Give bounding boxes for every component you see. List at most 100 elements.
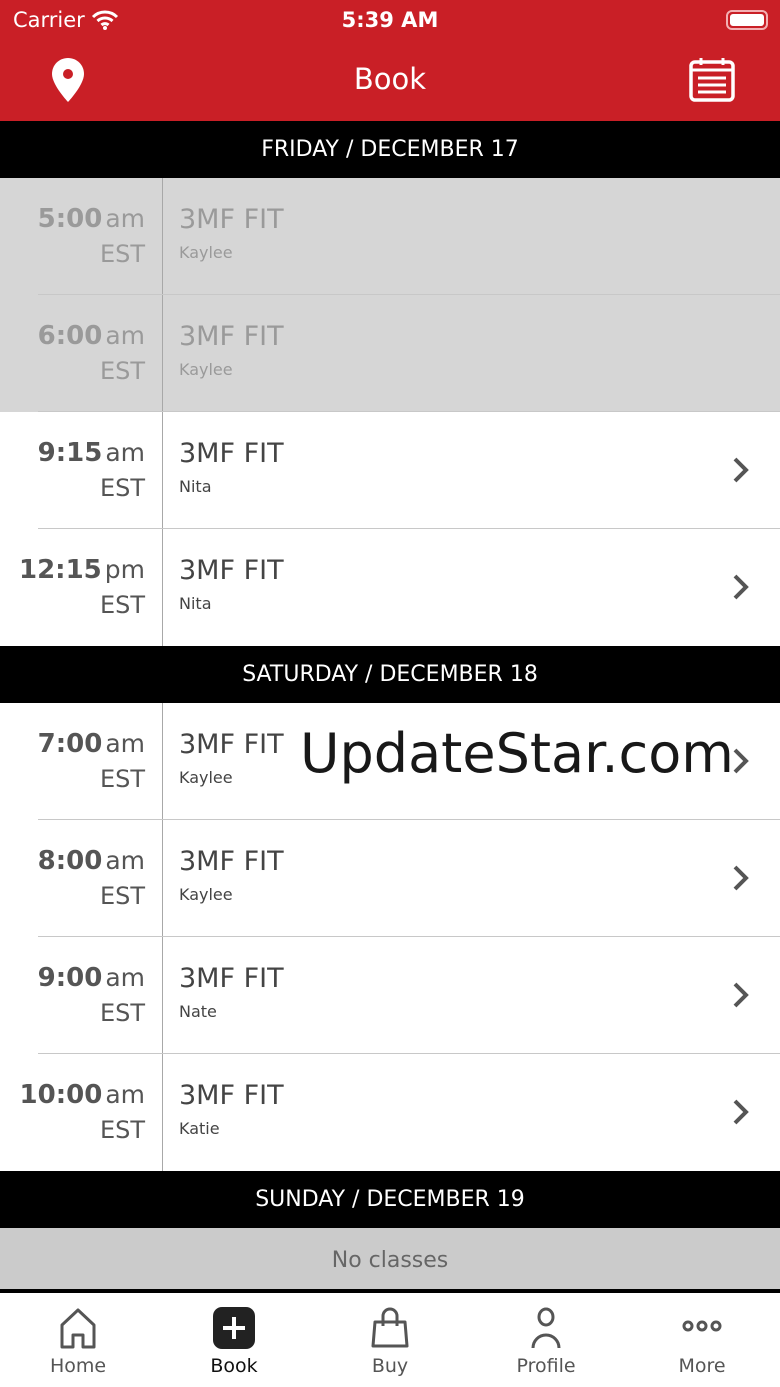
- instructor: Nita: [179, 594, 212, 613]
- class-info: 3MF FIT Kaylee: [163, 820, 780, 937]
- class-time: 9:00 am: [0, 963, 145, 993]
- carrier-label: Carrier: [13, 8, 85, 32]
- class-time: 8:00 am: [0, 846, 145, 876]
- time-column: 10:00 am EST: [0, 1054, 163, 1171]
- class-info: 3MF FIT Nita: [163, 529, 780, 646]
- tab-more[interactable]: More: [624, 1293, 780, 1386]
- time-column: 12:15 pm EST: [0, 529, 163, 646]
- chevron-right-icon: [733, 865, 749, 891]
- class-row[interactable]: 9:15 am EST 3MF FIT Nita: [0, 412, 780, 529]
- instructor: Katie: [179, 1119, 220, 1138]
- row-divider: [38, 411, 780, 412]
- timezone: EST: [99, 999, 145, 1027]
- plus-square-icon: [213, 1307, 255, 1349]
- row-divider: [38, 528, 780, 529]
- time-value: 10:00: [19, 1080, 103, 1110]
- battery-icon: [726, 10, 768, 30]
- time-ampm: am: [105, 321, 145, 350]
- time-ampm: am: [105, 438, 145, 467]
- chevron-right-icon: [733, 457, 749, 483]
- class-info: 3MF FIT Nate: [163, 937, 780, 1054]
- class-row: 6:00 am EST 3MF FIT Kaylee: [0, 295, 780, 412]
- timezone: EST: [99, 882, 145, 910]
- class-row[interactable]: 12:15 pm EST 3MF FIT Nita: [0, 529, 780, 646]
- class-row[interactable]: 8:00 am EST 3MF FIT Kaylee: [0, 820, 780, 937]
- class-time: 6:00 am: [0, 321, 145, 351]
- time-ampm: am: [105, 846, 145, 875]
- class-name: 3MF FIT: [179, 321, 284, 352]
- tab-label: Buy: [371, 1355, 409, 1377]
- day-header: SATURDAY / DECEMBER 18: [0, 646, 780, 703]
- row-divider: [38, 819, 780, 820]
- time-column: 7:00 am EST: [0, 703, 163, 820]
- time-ampm: pm: [104, 555, 145, 584]
- time-value: 9:00: [37, 963, 103, 993]
- timezone: EST: [99, 240, 145, 268]
- timezone: EST: [99, 1116, 145, 1144]
- home-icon: [60, 1308, 96, 1349]
- instructor: Kaylee: [179, 768, 233, 787]
- schedule-list: FRIDAY / DECEMBER 17 5:00 am EST 3MF FIT K…: [0, 121, 780, 1293]
- class-time: 5:00 am: [0, 204, 145, 234]
- class-name: 3MF FIT: [179, 438, 284, 469]
- class-time: 12:15 pm: [0, 555, 145, 585]
- time-column: 9:15 am EST: [0, 412, 163, 529]
- no-classes-message: No classes: [0, 1228, 780, 1293]
- instructor: Kaylee: [179, 243, 233, 262]
- instructor: Nita: [179, 477, 212, 496]
- tab-buy[interactable]: Buy: [312, 1293, 468, 1386]
- tab-label: Profile: [516, 1355, 576, 1377]
- time-value: 6:00: [37, 321, 103, 351]
- class-info: 3MF FIT Nita: [163, 412, 780, 529]
- class-row[interactable]: 9:00 am EST 3MF FIT Nate: [0, 937, 780, 1054]
- instructor: Kaylee: [179, 885, 233, 904]
- row-divider: [38, 936, 780, 937]
- timezone: EST: [99, 474, 145, 502]
- time-ampm: am: [105, 1080, 145, 1109]
- wifi-icon: [91, 10, 118, 30]
- instructor: Kaylee: [179, 360, 233, 379]
- time-column: 6:00 am EST: [0, 295, 163, 412]
- class-name: 3MF FIT: [179, 1080, 284, 1111]
- more-dots-icon: [682, 1320, 722, 1332]
- time-column: 8:00 am EST: [0, 820, 163, 937]
- time-value: 7:00: [37, 729, 103, 759]
- tab-profile[interactable]: Profile: [468, 1293, 624, 1386]
- class-time: 7:00 am: [0, 729, 145, 759]
- timezone: EST: [99, 765, 145, 793]
- carrier: Carrier: [13, 8, 119, 32]
- instructor: Nate: [179, 1002, 217, 1021]
- time-column: 5:00 am EST: [0, 178, 163, 295]
- tab-home[interactable]: Home: [0, 1293, 156, 1386]
- timezone: EST: [99, 591, 145, 619]
- calendar-list-icon[interactable]: [688, 56, 736, 104]
- timezone: EST: [99, 357, 145, 385]
- class-row[interactable]: 10:00 am EST 3MF FIT Katie: [0, 1054, 780, 1171]
- time-ampm: am: [105, 963, 145, 992]
- class-name: 3MF FIT: [179, 555, 284, 586]
- class-row: 5:00 am EST 3MF FIT Kaylee: [0, 178, 780, 295]
- tab-bar: Home Book Buy Profile More: [0, 1293, 780, 1386]
- tab-book[interactable]: Book: [156, 1293, 312, 1386]
- person-icon: [531, 1307, 561, 1349]
- tab-label: More: [678, 1355, 726, 1377]
- page-title: Book: [353, 62, 427, 96]
- class-time: 9:15 am: [0, 438, 145, 468]
- time-value: 5:00: [37, 204, 103, 234]
- chevron-right-icon: [733, 748, 749, 774]
- shopping-bag-icon: [371, 1307, 409, 1348]
- chevron-right-icon: [733, 1099, 749, 1125]
- class-name: 3MF FIT: [179, 204, 284, 235]
- clock: 5:39 AM: [341, 8, 439, 32]
- nav-header: Book: [0, 40, 780, 121]
- time-value: 8:00: [37, 846, 103, 876]
- class-name: 3MF FIT: [179, 846, 284, 877]
- time-value: 9:15: [37, 438, 103, 468]
- row-divider: [38, 1053, 780, 1054]
- time-value: 12:15: [19, 555, 102, 585]
- class-name: 3MF FIT: [179, 963, 284, 994]
- class-row[interactable]: 7:00 am EST 3MF FIT Kaylee: [0, 703, 780, 820]
- day-header: FRIDAY / DECEMBER 17: [0, 121, 780, 178]
- location-pin-icon[interactable]: [50, 56, 86, 104]
- class-info: 3MF FIT Kaylee: [163, 703, 780, 820]
